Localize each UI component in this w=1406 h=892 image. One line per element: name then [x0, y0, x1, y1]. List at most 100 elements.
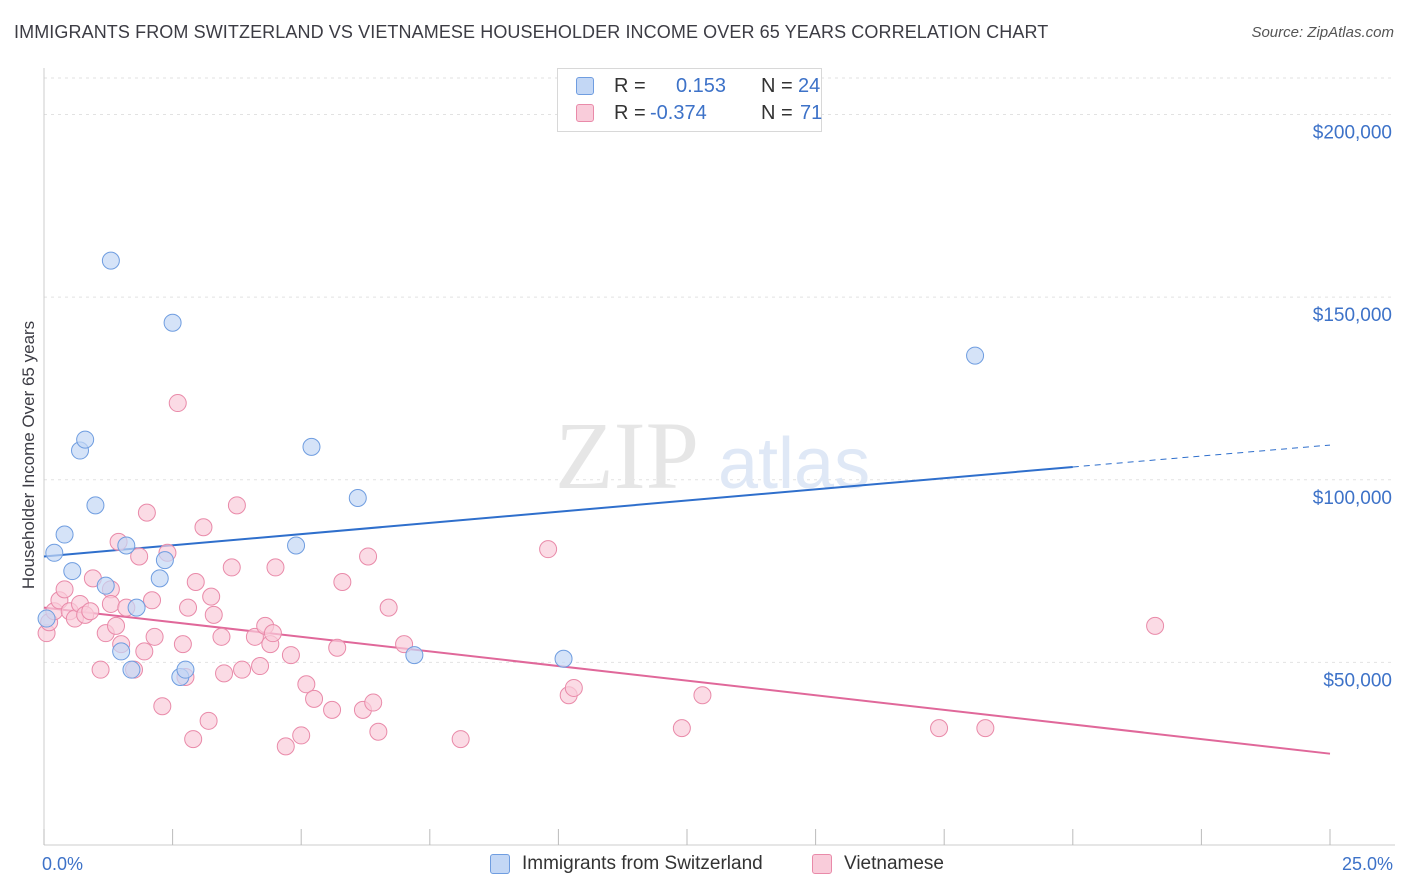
- point-vietnamese: [976, 719, 995, 738]
- point-vietnamese: [91, 660, 110, 679]
- y-tick-label: $150,000: [1313, 305, 1392, 326]
- point-vietnamese: [930, 719, 949, 738]
- chart-title: IMMIGRANTS FROM SWITZERLAND VS VIETNAMES…: [14, 22, 1049, 42]
- point-vietnamese: [328, 638, 347, 657]
- point-switzerland: [55, 525, 74, 544]
- point-switzerland: [554, 649, 573, 668]
- point-vietnamese: [251, 657, 270, 676]
- bottom-legend-vietnamese: Vietnamese: [812, 852, 944, 876]
- point-switzerland: [127, 598, 146, 617]
- x-tick-label: 25.0%: [1342, 854, 1393, 874]
- legend: R = 0.153 N = 24 R = -0.374 N = 71: [557, 68, 822, 132]
- point-vietnamese: [297, 675, 316, 694]
- watermark-zip: ZIP: [555, 402, 699, 509]
- bottom-legend-swatch-blue: [490, 854, 510, 874]
- legend-n-value: 71: [800, 101, 823, 124]
- trend-line-switzerland: [43, 465, 1073, 558]
- trend-line-switzerland-extension: [1072, 444, 1331, 468]
- point-vietnamese: [263, 624, 282, 643]
- point-switzerland: [348, 489, 367, 508]
- point-vietnamese: [173, 635, 192, 654]
- point-switzerland: [76, 430, 95, 449]
- legend-r-value: -0.374: [650, 101, 707, 124]
- point-vietnamese: [672, 719, 691, 738]
- point-vietnamese: [194, 518, 213, 537]
- point-vietnamese: [379, 598, 398, 617]
- legend-n-label: N =: [761, 74, 793, 97]
- point-vietnamese: [364, 693, 383, 712]
- point-vietnamese: [539, 540, 558, 559]
- point-vietnamese: [186, 573, 205, 592]
- point-vietnamese: [143, 591, 162, 610]
- point-switzerland: [966, 346, 985, 365]
- y-tick-label: $100,000: [1313, 488, 1392, 509]
- point-vietnamese: [245, 627, 264, 646]
- bottom-legend-label: Vietnamese: [844, 853, 944, 874]
- point-vietnamese: [292, 726, 311, 745]
- point-vietnamese: [101, 594, 120, 613]
- point-switzerland: [155, 551, 174, 570]
- axes: [43, 68, 1395, 846]
- bottom-legend-swatch-pink: [812, 854, 832, 874]
- gridlines: [44, 77, 1395, 663]
- legend-n-value: 24: [798, 74, 821, 97]
- point-vietnamese: [215, 664, 234, 683]
- point-vietnamese: [564, 678, 583, 697]
- y-tick-label: $200,000: [1313, 123, 1392, 144]
- legend-swatch-pink: [576, 104, 594, 122]
- point-switzerland: [37, 609, 56, 628]
- point-vietnamese: [135, 642, 154, 661]
- legend-r-label: R =: [614, 74, 646, 97]
- point-vietnamese: [281, 646, 300, 665]
- point-vietnamese: [276, 737, 295, 756]
- point-vietnamese: [199, 711, 218, 730]
- point-vietnamese: [1146, 616, 1165, 635]
- point-vietnamese: [130, 547, 149, 566]
- bottom-legend-switzerland: Immigrants from Switzerland: [490, 852, 763, 876]
- point-switzerland: [302, 437, 321, 456]
- point-vietnamese: [107, 616, 126, 635]
- point-vietnamese: [222, 558, 241, 577]
- point-vietnamese: [369, 722, 388, 741]
- data-points: [37, 251, 1165, 756]
- point-vietnamese: [55, 580, 74, 599]
- point-vietnamese: [233, 660, 252, 679]
- watermark: ZIP atlas: [555, 402, 870, 509]
- point-switzerland: [150, 569, 169, 588]
- point-vietnamese: [153, 697, 172, 716]
- point-switzerland: [112, 642, 131, 661]
- point-vietnamese: [323, 700, 342, 719]
- bottom-legend-label: Immigrants from Switzerland: [522, 853, 763, 874]
- legend-r-label: R =: [614, 101, 646, 124]
- point-vietnamese: [451, 730, 470, 749]
- point-vietnamese: [137, 503, 156, 522]
- point-vietnamese: [81, 602, 100, 621]
- point-vietnamese: [266, 558, 285, 577]
- point-vietnamese: [168, 394, 187, 413]
- point-vietnamese: [202, 587, 221, 606]
- point-switzerland: [96, 576, 115, 595]
- y-axis-title: Householder Income Over 65 years: [19, 321, 38, 589]
- point-switzerland: [63, 562, 82, 581]
- point-vietnamese: [359, 547, 378, 566]
- source-attribution: Source: ZipAtlas.com: [1251, 24, 1394, 41]
- legend-swatch-blue: [576, 77, 594, 95]
- axis-labels: $50,000 $100,000 $150,000 $200,000 0.0% 25.0%: [42, 123, 1393, 874]
- point-vietnamese: [227, 496, 246, 515]
- point-vietnamese: [305, 689, 324, 708]
- point-vietnamese: [693, 686, 712, 705]
- x-tick-label: 0.0%: [42, 854, 83, 874]
- point-switzerland: [45, 543, 64, 562]
- point-vietnamese: [395, 635, 414, 654]
- point-switzerland: [176, 660, 195, 679]
- point-vietnamese: [184, 730, 203, 749]
- point-switzerland: [86, 496, 105, 515]
- point-switzerland: [101, 251, 120, 270]
- point-vietnamese: [204, 605, 223, 624]
- point-switzerland: [405, 646, 424, 665]
- legend-r-value: 0.153: [676, 74, 727, 97]
- point-vietnamese: [179, 598, 198, 617]
- y-tick-label: $50,000: [1323, 670, 1392, 691]
- point-vietnamese: [212, 627, 231, 646]
